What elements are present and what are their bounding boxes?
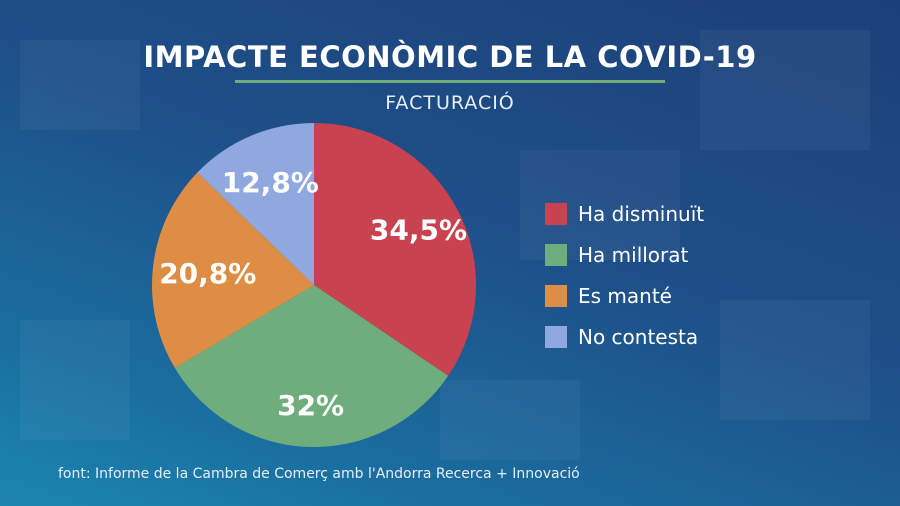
legend-item: Ha disminuït [545,202,704,226]
pie-chart: 34,5% 32% 20,8% 12,8% [151,123,476,448]
background-decoration [720,300,870,420]
legend-swatch [545,244,567,266]
legend-label: Ha disminuït [578,202,705,226]
legend-swatch [545,203,567,225]
slice-data-label: 32% [277,389,344,422]
legend-swatch [545,285,567,307]
slice-data-label: 20,8% [159,257,256,290]
background-decoration [20,40,140,130]
background-decoration [440,380,580,460]
slice-data-label: 12,8% [222,166,319,199]
pie-slice-1 [314,123,476,376]
title-underline [235,80,665,83]
legend-label: Ha millorat [578,243,689,267]
background-decoration [20,320,130,440]
chart-title: IMPACTE ECONÒMIC DE LA COVID-19 [143,40,757,74]
legend-item: Es manté [545,284,704,308]
legend-swatch [545,326,567,348]
source-note: font: Informe de la Cambra de Comerç amb… [58,466,580,482]
chart-legend: Ha disminuït Ha millorat Es manté No contes… [545,202,704,366]
background-decoration [700,30,870,150]
legend-item: No contesta [545,325,704,349]
legend-label: Es manté [578,284,672,308]
legend-label: No contesta [578,325,699,349]
slice-data-label: 34,5% [370,214,467,247]
pie-slice-2 [174,285,449,448]
chart-subtitle: FACTURACIÓ [385,92,515,114]
pie-slice-4 [197,123,314,285]
legend-item: Ha millorat [545,243,704,267]
pie-slice-3 [151,172,314,369]
